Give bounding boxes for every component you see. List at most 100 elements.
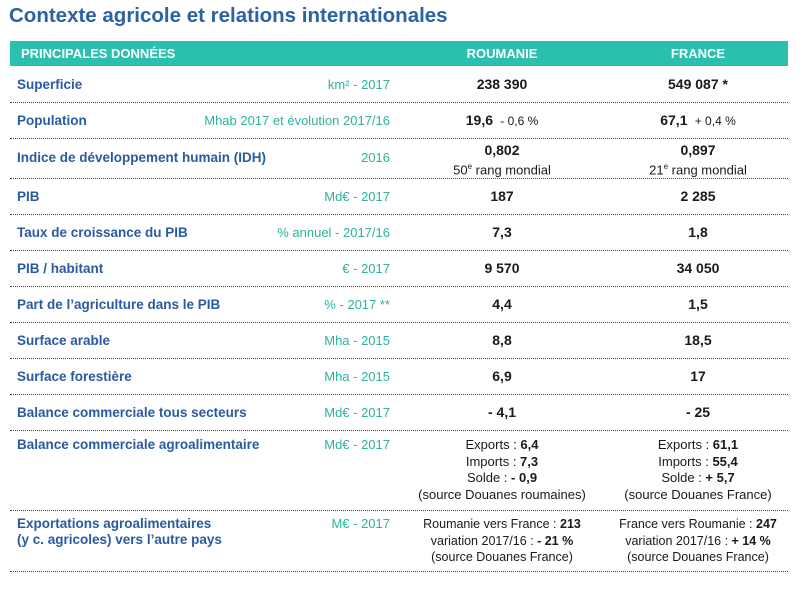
solde-line: Solde : + 5,7 <box>598 470 798 487</box>
value-france: 2 285 <box>680 188 716 204</box>
row-unit: Md€ - 2017 <box>324 189 390 204</box>
rank-suffix: e <box>663 161 669 171</box>
table-row: Surface forestière Mha - 2015 6,9 17 <box>10 359 788 395</box>
value-france: 18,5 <box>684 332 712 348</box>
variation-label: variation 2017/16 : <box>430 533 538 548</box>
population-evolution: - 0,6 % <box>500 114 539 128</box>
solde-label: Solde : <box>661 470 706 485</box>
imports-value: 55,4 <box>712 453 738 469</box>
row-divider <box>10 571 788 572</box>
rank-number: 50 <box>453 161 468 177</box>
value-roumanie: 7,3 <box>492 224 512 240</box>
flow-label: France vers Roumanie : <box>619 517 756 531</box>
variation-line: variation 2017/16 : - 21 % <box>402 533 602 550</box>
row-label: Taux de croissance du PIB <box>17 225 188 240</box>
row-unit: Mha - 2015 <box>324 369 390 384</box>
table-row: Part de l’agriculture dans le PIB % - 20… <box>10 287 788 323</box>
export-flow-line: France vers Roumanie : 247 <box>598 516 798 533</box>
value-france: 0,897 21e rang mondial <box>598 142 798 177</box>
table-row: Superficie km² - 2017 238 390 549 087 * <box>10 66 788 103</box>
exports-value: 6,4 <box>520 437 539 452</box>
imports-value: 7,3 <box>520 453 539 469</box>
variation-line: variation 2017/16 : + 14 % <box>598 533 798 550</box>
rank-text: rang mondial <box>472 161 551 177</box>
flow-value: 247 <box>756 517 777 531</box>
source-note: (source Douanes France) <box>624 486 772 502</box>
value-france: France vers Roumanie : 247 variation 201… <box>598 516 798 566</box>
source-note: (source Douanes roumaines) <box>418 486 586 502</box>
rank-number: 21 <box>649 161 664 177</box>
row-unit: % annuel - 2017/16 <box>277 225 390 240</box>
exports-label: Exports : <box>657 437 713 452</box>
row-divider <box>10 102 788 103</box>
row-label-line: Exportations agroalimentaires <box>17 516 212 531</box>
variation-value: + 14 % <box>731 533 771 548</box>
row-label: Indice de développement humain (IDH) <box>17 150 267 165</box>
value-france: - 25 <box>685 404 711 420</box>
value-france: 67,1 + 0,4 % <box>598 112 798 130</box>
row-label: Population <box>17 113 87 128</box>
header-roumanie: ROUMANIE <box>466 46 538 61</box>
table-row: Balance commerciale tous secteurs Md€ - … <box>10 395 788 431</box>
row-unit: Mhab 2017 et évolution 2017/16 <box>204 113 390 128</box>
row-label: PIB <box>17 189 40 204</box>
population-evolution: + 0,4 % <box>694 114 736 128</box>
imports-line: Imports : 7,3 <box>402 454 602 471</box>
value-france: 17 <box>690 368 706 384</box>
idh-value: 0,897 <box>680 142 716 158</box>
row-unit: Mha - 2015 <box>324 333 390 348</box>
row-unit: Md€ - 2017 <box>324 405 390 420</box>
table-row: Surface arable Mha - 2015 8,8 18,5 <box>10 323 788 359</box>
flow-value: 213 <box>560 517 581 531</box>
row-divider <box>10 358 788 359</box>
row-divider <box>10 214 788 215</box>
row-label-line: (y c. agricoles) vers l’autre pays <box>17 532 222 547</box>
table-row: Population Mhab 2017 et évolution 2017/1… <box>10 103 788 139</box>
row-label: Surface arable <box>17 333 111 348</box>
solde-label: Solde : <box>466 470 512 485</box>
row-divider <box>10 138 788 139</box>
row-label: PIB / habitant <box>17 261 104 276</box>
value-roumanie: 4,4 <box>492 296 512 312</box>
page-title: Contexte agricole et relations internati… <box>9 4 448 27</box>
row-divider <box>10 178 788 179</box>
header-label: PRINCIPALES DONNÉES <box>21 46 176 61</box>
idh-value: 0,802 <box>484 142 520 158</box>
row-divider <box>10 286 788 287</box>
row-unit: € - 2017 <box>342 261 390 276</box>
row-label: Part de l’agriculture dans le PIB <box>17 297 221 312</box>
value-roumanie: Roumanie vers France : 213 variation 201… <box>402 516 602 566</box>
row-label: Exportations agroalimentaires (y c. agri… <box>17 516 222 548</box>
imports-label: Imports : <box>465 453 521 469</box>
exports-value: 61,1 <box>712 437 739 452</box>
value-france: 1,8 <box>688 224 708 240</box>
source-note: (source Douanes France) <box>431 550 573 564</box>
population-value: 19,6 <box>465 112 493 128</box>
table-row: PIB Md€ - 2017 187 2 285 <box>10 179 788 215</box>
row-label: Surface forestière <box>17 369 132 384</box>
row-divider <box>10 250 788 251</box>
idh-rank: 50e rang mondial <box>402 159 602 178</box>
solde-value: + 5,7 <box>705 470 735 485</box>
row-unit: % - 2017 ** <box>324 297 390 312</box>
solde-line: Solde : - 0,9 <box>402 470 602 487</box>
table-row: Balance commerciale agroalimentaire Md€ … <box>10 431 788 511</box>
population-value: 67,1 <box>660 112 688 128</box>
table-row: PIB / habitant € - 2017 9 570 34 050 <box>10 251 788 287</box>
header-france: FRANCE <box>670 46 726 61</box>
value-france: 549 087 * <box>668 76 728 92</box>
table-header: PRINCIPALES DONNÉES ROUMANIE FRANCE <box>10 41 788 66</box>
table-row: Exportations agroalimentaires (y c. agri… <box>10 511 788 572</box>
row-divider <box>10 394 788 395</box>
value-roumanie: 8,8 <box>492 332 512 348</box>
source-note: (source Douanes France) <box>627 550 769 564</box>
row-divider <box>10 322 788 323</box>
row-divider <box>10 430 788 431</box>
exports-line: Exports : 61,1 <box>598 437 798 454</box>
row-label: Superficie <box>17 77 83 92</box>
value-france: 34 050 <box>676 260 720 276</box>
row-unit: 2016 <box>361 150 390 165</box>
row-unit: M€ - 2017 <box>331 516 390 531</box>
rank-suffix: e <box>467 161 473 171</box>
solde-value: - 0,9 <box>511 470 538 485</box>
